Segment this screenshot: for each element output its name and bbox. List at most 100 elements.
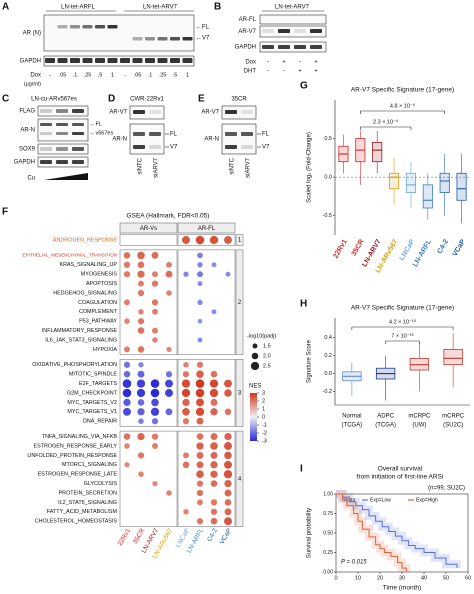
label: Overall survival xyxy=(378,466,423,473)
label: INFLAMMATORY_RESPONSE xyxy=(42,328,118,334)
survival-curve xyxy=(336,493,407,572)
bubble xyxy=(181,379,191,388)
label: - xyxy=(124,72,126,78)
bubble xyxy=(224,408,232,416)
label: - xyxy=(267,60,269,66)
label: 4 xyxy=(238,476,242,482)
label: (UW) xyxy=(412,423,426,429)
bubble xyxy=(196,480,204,487)
band xyxy=(40,147,52,151)
bubble xyxy=(210,499,218,506)
bubble xyxy=(195,407,205,416)
bubble xyxy=(152,337,158,343)
label: AR-V7 xyxy=(238,29,256,35)
band xyxy=(133,145,145,149)
label: .1 xyxy=(73,72,78,78)
bubble xyxy=(137,408,145,416)
label: SOX9 xyxy=(19,147,36,153)
bubble xyxy=(197,318,203,324)
bubble xyxy=(183,361,189,368)
label: .1 xyxy=(148,72,153,78)
bubble xyxy=(123,252,131,259)
label: 10 xyxy=(355,575,361,581)
band xyxy=(182,58,193,63)
band xyxy=(57,58,68,63)
legend-bubble xyxy=(252,343,258,349)
bubble xyxy=(224,389,232,397)
band xyxy=(40,132,52,135)
label: 4.8 × 10⁻⁶ xyxy=(390,102,415,109)
box xyxy=(439,172,450,193)
bubble xyxy=(137,452,145,459)
bubble xyxy=(224,460,232,469)
bubble xyxy=(182,371,190,378)
band xyxy=(149,145,161,149)
bubble xyxy=(210,470,218,478)
band xyxy=(56,160,68,164)
module-box xyxy=(119,430,178,527)
band xyxy=(182,37,193,41)
bubble xyxy=(136,379,146,388)
bubble xyxy=(152,271,158,278)
label: TNFA_SIGNALING_VIA_NFKB xyxy=(42,434,118,440)
label: EPITHELIAL_MESENCHYMAL_TRANSITION xyxy=(23,253,117,258)
label: AR-V7 Specific Signature (17-gene) xyxy=(351,87,454,94)
label: C4-2 xyxy=(206,527,219,543)
blot xyxy=(37,143,89,155)
bubble xyxy=(152,443,158,449)
band xyxy=(149,132,161,136)
label: 3 xyxy=(262,390,265,396)
bubble xyxy=(151,280,159,287)
label: (SU2C) xyxy=(443,423,463,429)
bubble xyxy=(183,508,189,515)
label: LN-tet-ARV7 xyxy=(275,5,310,11)
panel-letter: H xyxy=(300,299,307,310)
band xyxy=(72,147,84,151)
label: GAPDH xyxy=(14,160,35,166)
box xyxy=(456,172,467,201)
label: FLAG xyxy=(19,109,35,115)
label: APOPTOSIS xyxy=(86,281,117,287)
label: Time (month) xyxy=(383,585,421,592)
label: AR-FL xyxy=(198,226,216,232)
band xyxy=(72,109,84,113)
label: V7 xyxy=(170,145,178,151)
label: ADPC xyxy=(377,414,394,420)
label: 60 xyxy=(465,575,471,581)
label: COMPLEMENT xyxy=(79,309,118,315)
label: VCaP xyxy=(452,238,467,258)
bubble xyxy=(124,443,130,449)
bubble xyxy=(224,432,232,441)
label: 2 xyxy=(262,398,265,404)
label: siNTC xyxy=(230,157,236,174)
label: .25 xyxy=(159,72,167,78)
label: .5 xyxy=(98,72,103,78)
band xyxy=(225,110,237,114)
label: V7 xyxy=(262,145,270,151)
label: GLYCOLYSIS xyxy=(84,481,118,487)
band xyxy=(262,29,274,33)
label: 40 xyxy=(421,575,427,581)
bubble xyxy=(150,379,160,388)
label: P53_PATHWAY xyxy=(79,319,117,325)
band xyxy=(70,58,80,63)
label: 0.0 xyxy=(324,371,332,377)
label: MYOGENESIS xyxy=(81,272,118,278)
module-box xyxy=(177,359,236,427)
label: Dox xyxy=(245,60,256,66)
label: DHT xyxy=(244,69,257,75)
label: CWR-22Rv1 xyxy=(130,97,164,103)
bubble xyxy=(137,346,145,353)
label: GAPDH xyxy=(20,59,41,65)
blot xyxy=(259,41,327,53)
label: + xyxy=(298,69,302,75)
module-tab xyxy=(235,430,244,527)
blot xyxy=(221,123,257,155)
label: 22Rv1 xyxy=(332,238,348,259)
bubble xyxy=(197,262,203,268)
colorbar xyxy=(250,393,257,441)
band xyxy=(120,58,130,63)
bubble xyxy=(225,271,231,277)
label: PROTEIN_SECRETION xyxy=(59,490,118,496)
